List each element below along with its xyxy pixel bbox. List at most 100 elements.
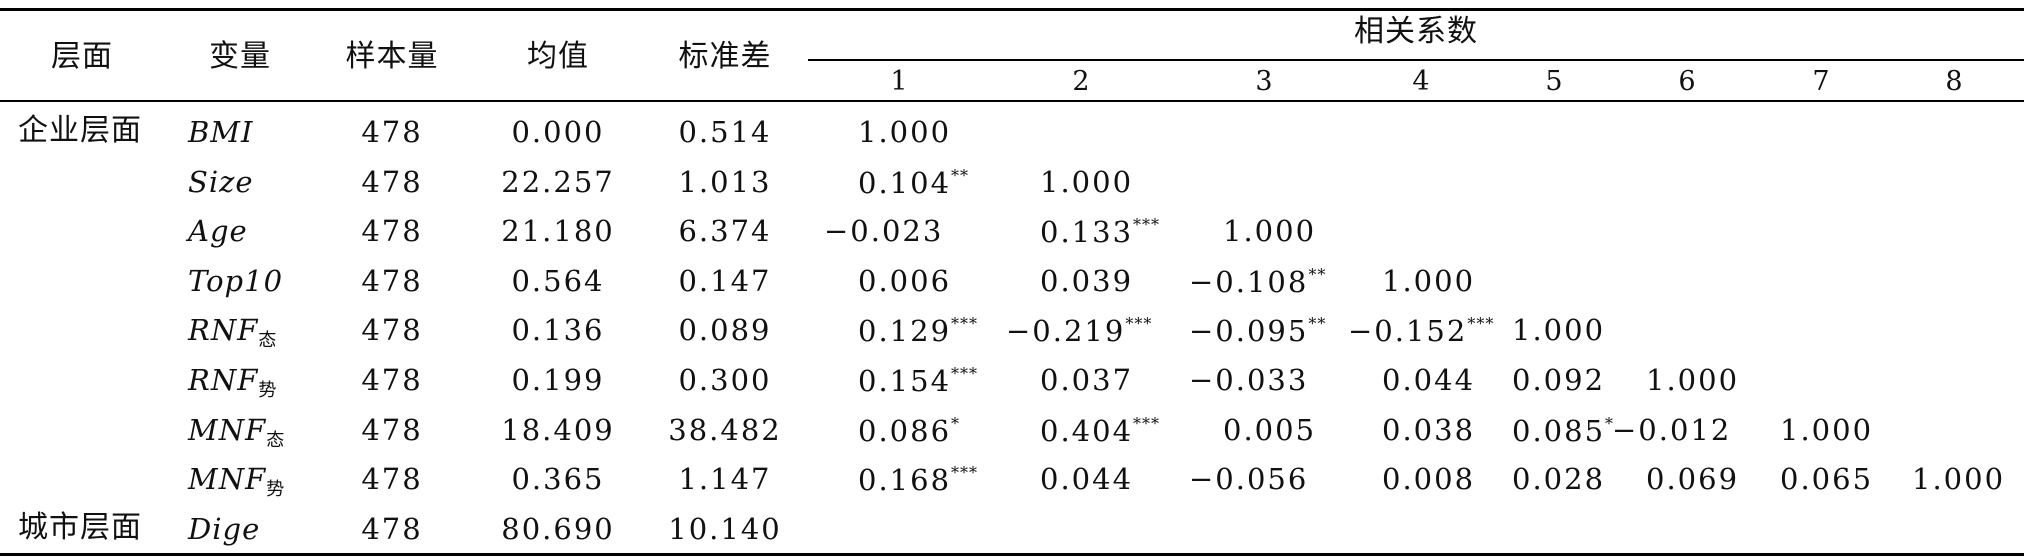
- row-variable: MNF态: [188, 416, 285, 450]
- cell-corr-7: 0.065: [1780, 465, 1873, 494]
- cell-std-dev: 0.300: [678, 363, 772, 397]
- row-variable: Size: [188, 168, 254, 197]
- row-variable: BMI: [188, 118, 253, 147]
- cell-corr-5: 1.000: [1512, 316, 1605, 345]
- header-corr-col-4: 4: [1412, 66, 1432, 97]
- corr-value: 0.086: [858, 414, 952, 448]
- cell-std-dev: 6.374: [678, 214, 772, 248]
- cell-corr-2: 0.044: [1040, 465, 1133, 494]
- cell-corr-2: 0.039: [1040, 267, 1133, 296]
- cell-corr-3: −0.056: [1189, 465, 1308, 494]
- cell-sample-size: 478: [361, 165, 423, 199]
- corr-header-rule: [808, 59, 2024, 61]
- corr-value: 0.037: [1040, 363, 1134, 397]
- cell-mean: 80.690: [501, 512, 615, 546]
- variable-name: Top10: [188, 264, 284, 298]
- corr-value: −0.219: [1006, 314, 1126, 348]
- corr-value: −0.012: [1612, 413, 1732, 447]
- variable-name: MNF: [188, 462, 267, 496]
- corr-value: 0.039: [1040, 264, 1134, 298]
- cell-sample-size: 478: [361, 413, 423, 447]
- significance-stars: ***: [1133, 215, 1161, 234]
- corr-value: 0.404: [1040, 414, 1134, 448]
- header-corr-col-8: 8: [1945, 66, 1965, 97]
- header-corr-col-6: 6: [1678, 66, 1698, 97]
- header-corr-col-1: 1: [890, 66, 910, 97]
- table-top-rule: [0, 8, 2024, 11]
- corr-value: 1.000: [1646, 363, 1740, 397]
- cell-sample-size: 478: [361, 363, 423, 397]
- row-level-label: 企业层面: [18, 113, 142, 148]
- row-variable: Top10: [188, 267, 283, 296]
- row-variable: MNF势: [188, 465, 285, 499]
- cell-corr-3: −0.108**: [1189, 267, 1326, 297]
- significance-stars: **: [1308, 265, 1327, 284]
- variable-subscript: 势: [258, 380, 278, 401]
- cell-corr-4: 0.008: [1382, 465, 1475, 494]
- header-std-dev: 标准差: [678, 39, 772, 74]
- variable-name: BMI: [188, 115, 254, 149]
- significance-stars: *: [1605, 414, 1615, 433]
- corr-value: 0.044: [1040, 462, 1134, 496]
- significance-stars: ***: [1133, 414, 1161, 433]
- cell-corr-8: 1.000: [1912, 465, 2005, 494]
- row-variable: RNF势: [188, 366, 277, 400]
- corr-value: 1.000: [1512, 313, 1606, 347]
- corr-value: 1.000: [1223, 214, 1317, 248]
- significance-stars: ***: [1125, 314, 1153, 333]
- cell-mean: 0.199: [511, 363, 605, 397]
- cell-std-dev: 1.013: [678, 165, 772, 199]
- corr-value: −0.095: [1189, 314, 1309, 348]
- variable-name: RNF: [188, 313, 259, 347]
- cell-corr-5: 0.085*: [1512, 416, 1614, 446]
- corr-value: −0.056: [1189, 462, 1309, 496]
- corr-value: 1.000: [1912, 462, 2006, 496]
- corr-value: 0.092: [1512, 363, 1606, 397]
- cell-corr-7: 1.000: [1780, 416, 1873, 445]
- corr-value: 0.044: [1382, 363, 1476, 397]
- cell-mean: 0.365: [511, 462, 605, 496]
- variable-name: RNF: [188, 363, 259, 397]
- cell-std-dev: 1.147: [678, 462, 772, 496]
- cell-corr-4: 0.038: [1382, 416, 1475, 445]
- header-variable: 变量: [209, 39, 271, 74]
- corr-value: 0.154: [858, 364, 952, 398]
- header-mean: 均值: [527, 39, 589, 74]
- cell-corr-5: 0.092: [1512, 366, 1605, 395]
- corr-value: 1.000: [858, 115, 952, 149]
- cell-std-dev: 0.514: [678, 115, 772, 149]
- corr-value: 0.065: [1780, 462, 1874, 496]
- corr-value: 0.005: [1223, 413, 1317, 447]
- header-corr-col-7: 7: [1812, 66, 1832, 97]
- cell-corr-6: 0.069: [1646, 465, 1739, 494]
- cell-mean: 21.180: [501, 214, 615, 248]
- corr-value: 1.000: [1382, 264, 1476, 298]
- cell-corr-2: 0.133***: [1040, 217, 1160, 247]
- row-variable: RNF态: [188, 316, 277, 350]
- significance-stars: ***: [951, 463, 979, 482]
- corr-value: 0.028: [1512, 462, 1606, 496]
- header-corr-col-5: 5: [1545, 66, 1565, 97]
- header-corr-col-2: 2: [1072, 66, 1092, 97]
- variable-subscript: 势: [266, 479, 286, 500]
- cell-corr-1: 0.129***: [858, 316, 978, 346]
- corr-value: 0.038: [1382, 413, 1476, 447]
- corr-value: 0.168: [858, 463, 952, 497]
- variable-subscript: 态: [258, 330, 278, 351]
- cell-corr-1: 0.104**: [858, 168, 969, 198]
- cell-corr-4: 1.000: [1382, 267, 1475, 296]
- header-level: 层面: [51, 39, 113, 74]
- corr-value: 0.129: [858, 314, 952, 348]
- corr-value: 0.006: [858, 264, 952, 298]
- variable-subscript: 态: [266, 430, 286, 451]
- cell-std-dev: 0.089: [678, 313, 772, 347]
- header-sample-size: 样本量: [345, 39, 439, 74]
- corr-value: −0.108: [1189, 265, 1309, 299]
- corr-value: −0.023: [824, 214, 944, 248]
- cell-mean: 0.136: [511, 313, 605, 347]
- cell-corr-3: 1.000: [1223, 217, 1316, 246]
- cell-corr-2: −0.219***: [1006, 316, 1152, 346]
- corr-value: 1.000: [1780, 413, 1874, 447]
- corr-value: −0.033: [1189, 363, 1309, 397]
- significance-stars: *: [951, 414, 961, 433]
